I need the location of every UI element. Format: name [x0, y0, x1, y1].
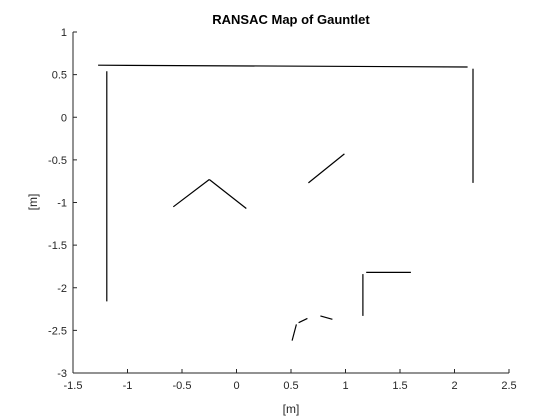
- x-tick-label: 0: [233, 380, 239, 392]
- ransac-segment-9: [291, 324, 297, 341]
- x-tick-label: 0.5: [283, 380, 298, 392]
- x-tick-label: -1: [123, 380, 133, 392]
- x-tick-label: 2.5: [501, 380, 516, 392]
- x-axis-label: [m]: [283, 402, 300, 416]
- ransac-segment-1: [98, 64, 468, 68]
- plot-area: [73, 32, 509, 373]
- x-tick-label: 1.5: [392, 380, 407, 392]
- x-ticks-layer: -1.5 -1 -0.5 0 0.5 1 1.5 2 2.5: [64, 369, 517, 392]
- y-tick-label: -2: [57, 283, 67, 295]
- x-tick-label: -1.5: [64, 380, 83, 392]
- ransac-segment-5: [208, 179, 247, 209]
- x-tick-label: 2: [451, 380, 457, 392]
- ransac-segment-4: [172, 179, 210, 208]
- x-tick-label: 1: [342, 380, 348, 392]
- chart-title: RANSAC Map of Gauntlet: [212, 12, 370, 27]
- y-tick-label: -3: [57, 368, 67, 380]
- y-tick-label: -0.5: [48, 155, 67, 167]
- y-tick-label: 1: [61, 27, 67, 39]
- ransac-segment-6: [308, 153, 345, 184]
- ransac-segment-11: [320, 315, 333, 320]
- y-ticks-layer: -3 -2.5 -2 -1.5 -1 -0.5 0 0.5 1: [48, 27, 77, 380]
- y-tick-label: 0: [61, 112, 67, 124]
- y-tick-label: -2.5: [48, 325, 67, 337]
- segments-layer: [98, 64, 474, 341]
- y-tick-label: -1: [57, 198, 67, 210]
- y-tick-label: 0.5: [52, 70, 67, 82]
- y-tick-label: -1.5: [48, 240, 67, 252]
- x-tick-label: -0.5: [173, 380, 192, 392]
- y-axis-label: [m]: [26, 194, 40, 211]
- ransac-segment-10: [298, 317, 308, 324]
